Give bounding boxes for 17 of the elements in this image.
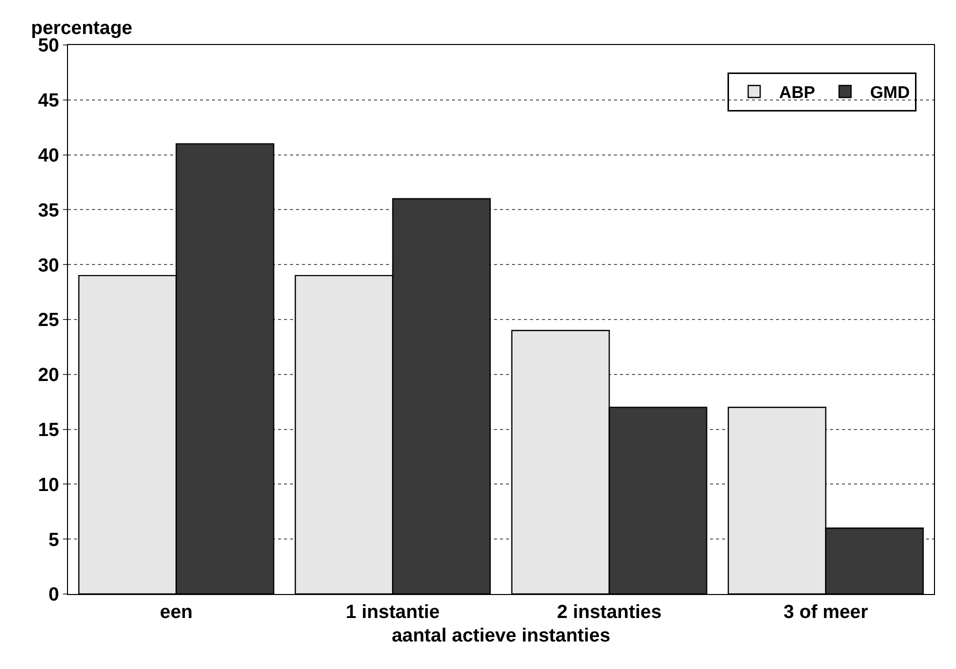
y-tick-label: 25 bbox=[38, 310, 60, 332]
y-tick-label: 20 bbox=[38, 365, 60, 386]
y-tick-label: 10 bbox=[38, 474, 60, 496]
y-tick-label: 5 bbox=[48, 530, 60, 551]
x-tick-label: 3 of meer bbox=[784, 602, 869, 623]
y-tick-label: 0 bbox=[48, 584, 60, 606]
legend-label: ABP bbox=[779, 83, 816, 102]
x-tick-label: 2 instanties bbox=[556, 602, 662, 623]
y-tick-label: 45 bbox=[38, 90, 60, 112]
legend-label: GMD bbox=[870, 83, 910, 102]
x-tick-label: 1 instantie bbox=[346, 602, 440, 623]
y-tick-label: 35 bbox=[38, 200, 60, 222]
x-tick-label: een bbox=[160, 602, 193, 623]
x-axis-title: aantal actieve instanties bbox=[392, 626, 610, 647]
y-tick-label: 30 bbox=[38, 255, 60, 276]
y-tick-label: 40 bbox=[38, 145, 60, 166]
y-tick-label: 15 bbox=[38, 420, 60, 441]
